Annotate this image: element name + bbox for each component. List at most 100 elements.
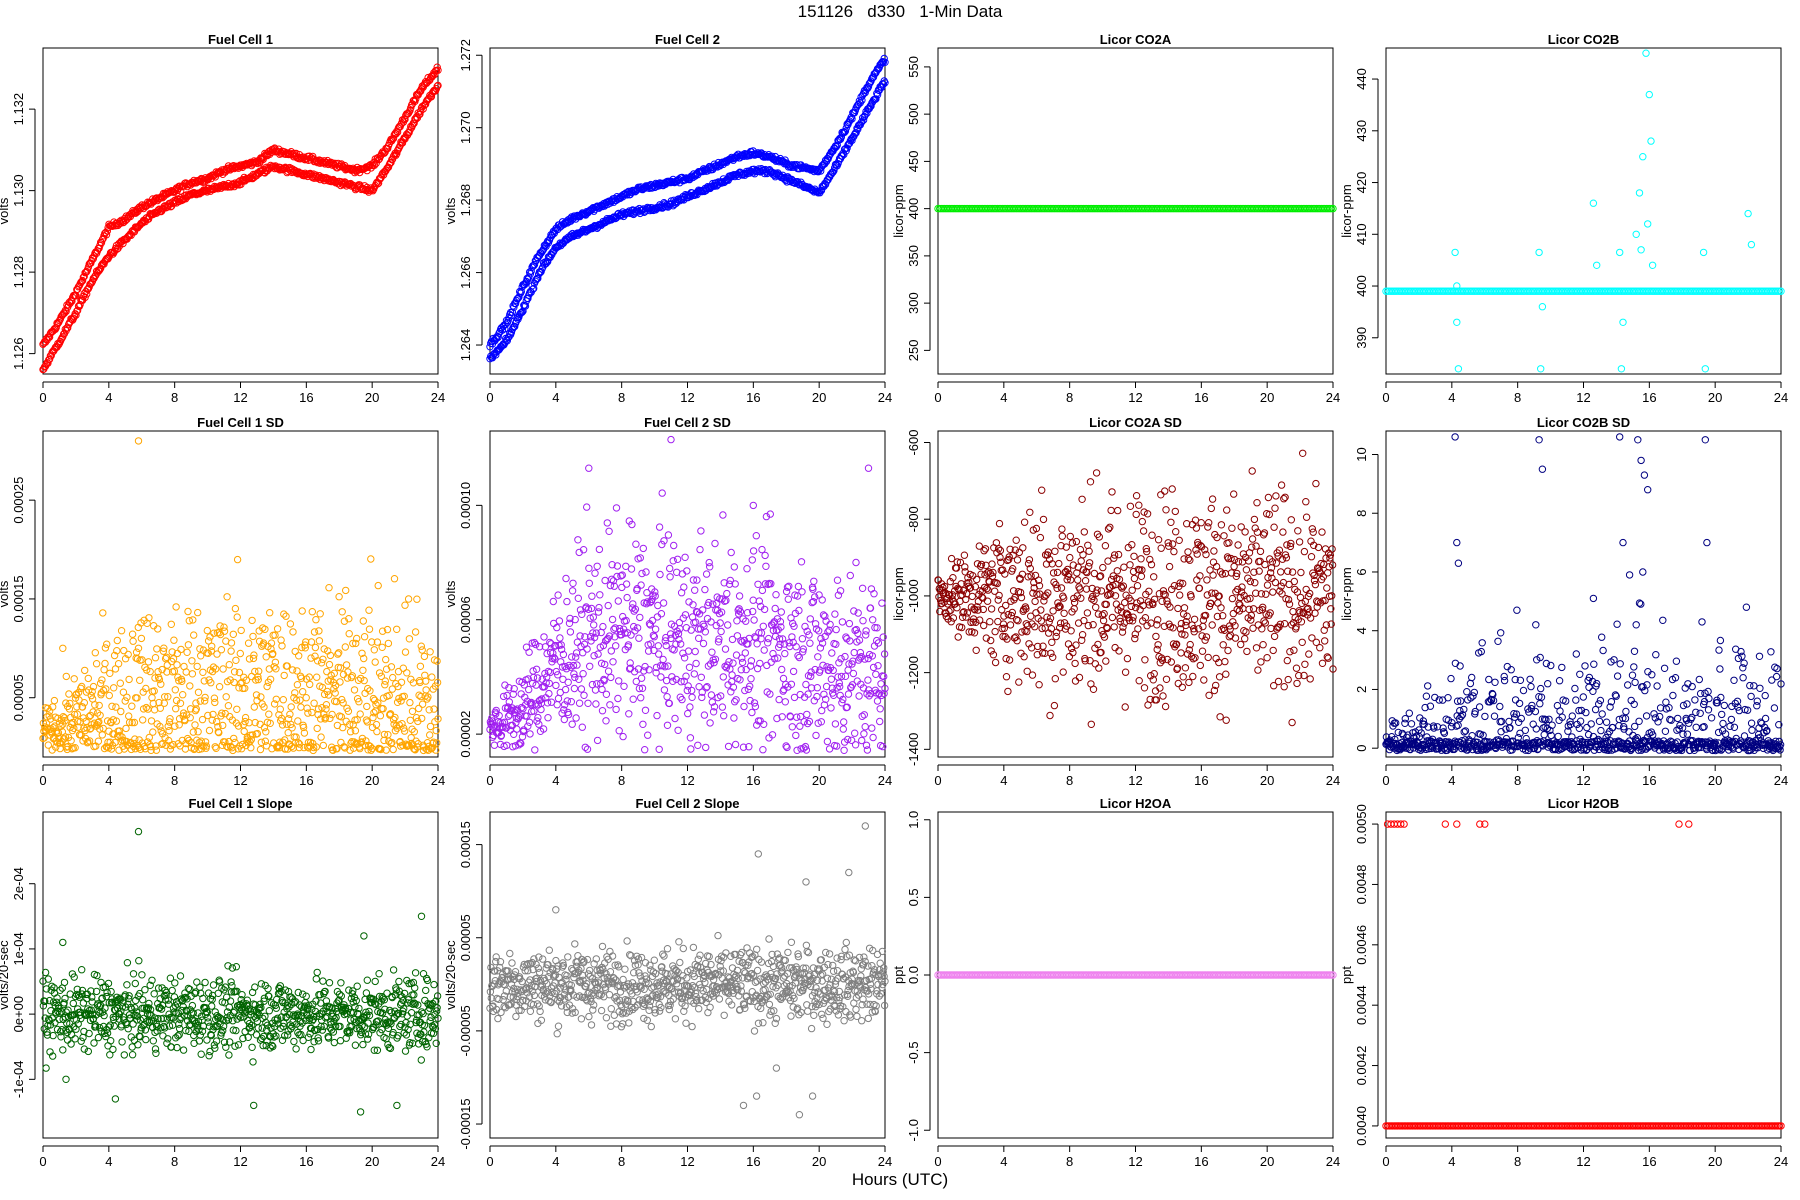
data-point [588, 592, 596, 600]
data-point [666, 564, 674, 573]
data-point [101, 229, 109, 238]
data-point [420, 652, 429, 661]
data-point [1162, 675, 1171, 683]
data-point [365, 625, 374, 633]
data-point [798, 635, 807, 643]
data-point [655, 745, 663, 753]
data-point [1132, 492, 1141, 500]
data-point [415, 89, 423, 97]
data-point [595, 603, 603, 612]
data-point [632, 540, 640, 548]
data-point [578, 723, 586, 731]
y-tick-label: -600 [906, 429, 921, 455]
data-point [1074, 576, 1082, 584]
data-point [219, 665, 227, 673]
data-point [833, 141, 841, 150]
data-point [759, 622, 767, 630]
data-point [245, 719, 253, 727]
data-point [872, 670, 880, 678]
data-point [244, 160, 253, 169]
data-point [1161, 702, 1170, 711]
data-point [638, 569, 646, 578]
data-point [577, 685, 586, 693]
data-point [846, 571, 854, 580]
data-point [556, 634, 564, 642]
y-tick-label: -1200 [906, 656, 921, 689]
data-point [1000, 612, 1008, 620]
data-point [806, 639, 814, 647]
data-point [1148, 531, 1156, 539]
data-point [831, 610, 839, 618]
data-point [76, 300, 84, 309]
data-point [844, 141, 852, 149]
data-point [263, 682, 271, 691]
outlier-point [1453, 318, 1461, 326]
data-point [1114, 506, 1122, 515]
data-point [1162, 506, 1170, 514]
data-point [851, 729, 859, 737]
data-point [1079, 551, 1087, 559]
data-point [266, 609, 274, 617]
data-point [518, 308, 526, 316]
data-point [700, 711, 709, 719]
data-point [70, 724, 78, 732]
data-point [227, 639, 236, 647]
data-point [759, 746, 767, 754]
data-point [749, 547, 758, 555]
data-point [94, 737, 103, 745]
data-point [686, 703, 694, 711]
x-tick-label: 20 [1260, 390, 1274, 405]
data-point [685, 663, 694, 671]
y-axis-label: licor-ppm [891, 567, 906, 620]
data-point [738, 658, 747, 667]
data-point [256, 745, 265, 754]
data-point [167, 620, 176, 628]
data-point [1107, 506, 1115, 515]
data-point [512, 317, 521, 325]
data-point [173, 661, 181, 669]
data-point [995, 591, 1003, 600]
data-point [609, 658, 617, 666]
data-point [987, 647, 995, 655]
outlier-point [1451, 248, 1459, 257]
data-point [373, 727, 381, 736]
data-point [324, 160, 332, 169]
data-point [525, 648, 533, 656]
data-point [1126, 502, 1135, 510]
data-point [261, 625, 269, 633]
data-point [74, 688, 83, 697]
x-tick-label: 24 [431, 773, 445, 788]
data-point [39, 719, 48, 727]
data-point [84, 674, 93, 683]
data-point [393, 625, 401, 633]
data-point [503, 337, 511, 345]
data-point [490, 741, 499, 749]
data-point [691, 586, 699, 594]
data-point [612, 705, 620, 714]
data-point [101, 659, 109, 668]
data-point [312, 616, 320, 624]
data-point [590, 652, 598, 660]
data-point [319, 741, 327, 750]
data-point [60, 735, 68, 743]
outlier-point [1645, 90, 1654, 99]
data-point [684, 682, 692, 690]
x-tick-label: 8 [1066, 390, 1073, 405]
data-point [1777, 287, 1785, 295]
data-point [216, 622, 224, 630]
data-point [316, 610, 324, 618]
data-point [696, 545, 704, 554]
data-point [164, 722, 172, 730]
data-point [530, 260, 539, 269]
data-point [784, 595, 792, 603]
data-point [590, 621, 598, 629]
data-point [568, 720, 576, 728]
data-point [1036, 533, 1045, 542]
data-point [1083, 609, 1092, 617]
data-point [568, 587, 577, 595]
x-tick-label: 8 [618, 390, 625, 405]
data-point [339, 723, 347, 732]
data-point [663, 721, 672, 729]
outlier-point [749, 501, 757, 510]
data-point [1085, 547, 1093, 555]
